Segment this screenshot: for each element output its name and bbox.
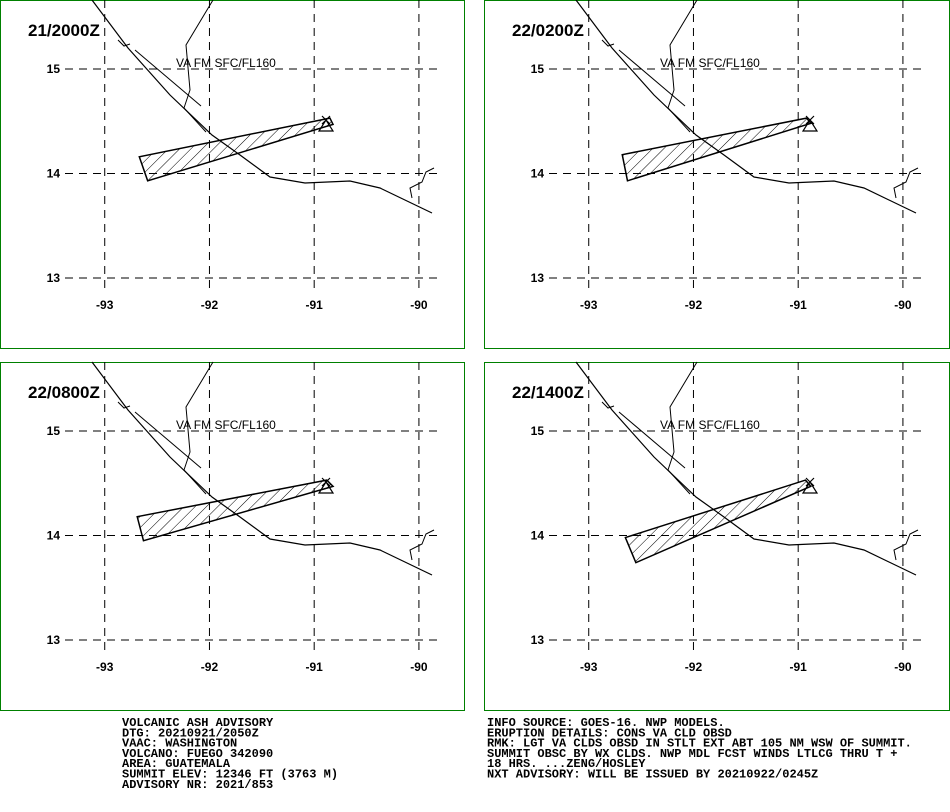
volcano-symbol (317, 115, 335, 132)
lon-tick-label: -90 (410, 660, 428, 674)
lon-tick-label: -90 (410, 298, 428, 312)
panel-border (0, 0, 465, 349)
ash-level-label: VA FM SFC/FL160 (660, 56, 760, 70)
coastline (91, 0, 435, 214)
lon-tick-label: -91 (306, 660, 324, 674)
lon-tick-label: -91 (790, 298, 808, 312)
advisory-line: DTG: 20210921/2050Z (122, 726, 259, 740)
ash-cloud (624, 479, 812, 564)
lon-tick-label: -90 (894, 298, 912, 312)
lat-tick-label: 15 (47, 62, 61, 76)
lat-tick-label: 15 (47, 424, 61, 438)
advisory-line: AREA: GUATEMALA (122, 757, 231, 771)
lon-tick-label: -92 (201, 298, 219, 312)
lat-tick-label: 13 (531, 633, 545, 647)
advisory-line: SUMMIT ELEV: 12346 FT (3763 M) (122, 768, 338, 782)
volcano-symbol (801, 115, 819, 132)
lon-tick-label: -93 (96, 660, 114, 674)
panels: -93 -92 -91 -90 13 14 15 21/2000Z VA FM SFC/FL16… (0, 0, 950, 711)
lat-tick-label: 13 (47, 633, 61, 647)
ash-cloud (138, 117, 335, 182)
lon-tick-label: -92 (201, 660, 219, 674)
advisory-line: VOLCANO: FUEGO 342090 (122, 747, 273, 761)
lon-tick-label: -93 (580, 660, 598, 674)
lon-tick-label: -93 (96, 298, 114, 312)
lon-tick-label: -90 (894, 660, 912, 674)
panel-time: 21/2000Z (28, 21, 100, 40)
panel-border (484, 362, 950, 711)
ash-cloud (136, 479, 335, 542)
panel-border (484, 0, 950, 349)
advisory-line: NXT ADVISORY: WILL BE ISSUED BY 20210922… (487, 768, 818, 782)
lat-tick-label: 14 (47, 528, 61, 542)
advisory-line: INFO SOURCE: GOES-16. NWP MODELS. (487, 716, 725, 730)
ash-level-label: VA FM SFC/FL160 (660, 418, 760, 432)
map-panel: -93 -92 -91 -90 13 14 15 21/2000Z VA FM SFC/FL16… (0, 0, 465, 349)
coastline (91, 361, 435, 576)
advisory-line: VAAC: WASHINGTON (122, 737, 237, 751)
panel-time: 22/1400Z (512, 383, 584, 402)
volcano-symbol (317, 477, 335, 494)
advisory-line: VOLCANIC ASH ADVISORY (122, 716, 274, 730)
panel-time: 22/0800Z (28, 383, 100, 402)
lon-tick-label: -92 (685, 298, 703, 312)
lat-tick-label: 15 (531, 62, 545, 76)
ash-level-label: VA FM SFC/FL160 (176, 56, 276, 70)
advisory-line: ERUPTION DETAILS: CONS VA CLD OBSD (487, 726, 732, 740)
ash-level-label: VA FM SFC/FL160 (176, 418, 276, 432)
lon-tick-label: -91 (790, 660, 808, 674)
map-panel: -93 -92 -91 -90 13 14 15 22/0200Z VA FM SFC/FL16… (484, 0, 950, 349)
advisory-line: ADVISORY NR: 2021/853 (122, 778, 273, 792)
ash-cloud (621, 117, 813, 182)
lat-tick-label: 14 (531, 166, 545, 180)
lat-tick-label: 14 (531, 528, 545, 542)
advisory-line: 18 HRS. ...ZENG/HOSLEY (487, 757, 646, 771)
volcano-symbol (801, 477, 819, 494)
lat-tick-label: 13 (531, 271, 545, 285)
advisory-line: SUMMIT OBSC BY WX CLDS. NWP MDL FCST WIN… (487, 747, 897, 761)
panel-border (0, 362, 465, 711)
advisory-line: RMK: LGT VA CLDS OBSD IN STLT EXT ABT 10… (487, 737, 912, 751)
lat-tick-label: 13 (47, 271, 61, 285)
lon-tick-label: -92 (685, 660, 703, 674)
lon-tick-label: -93 (580, 298, 598, 312)
lat-tick-label: 15 (531, 424, 545, 438)
map-panel: -93 -92 -91 -90 13 14 15 22/1400Z VA FM SFC/FL16… (484, 361, 950, 711)
lat-tick-label: 14 (47, 166, 61, 180)
lon-tick-label: -91 (306, 298, 324, 312)
panel-time: 22/0200Z (512, 21, 584, 40)
map-panel: -93 -92 -91 -90 13 14 15 22/0800Z VA FM SFC/FL16… (0, 361, 465, 711)
